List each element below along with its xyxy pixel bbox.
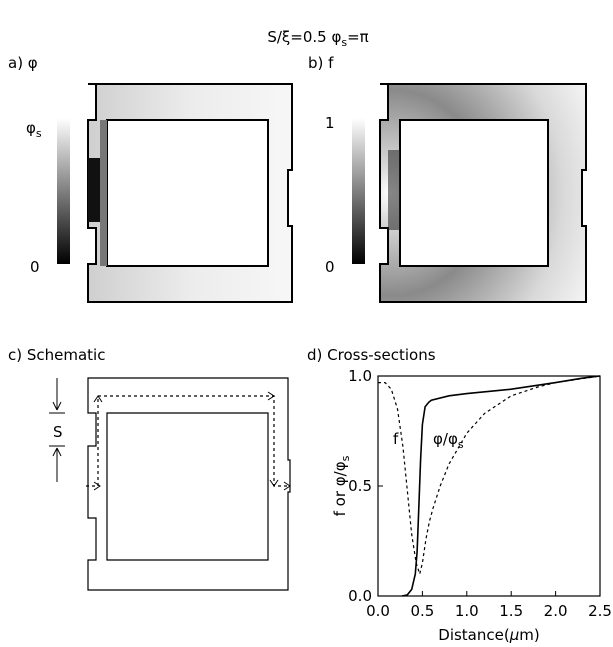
- axis-ticks: 0.0 0.5 1.0 1.5 2.0 2.5 0.0 0.5 1.0: [348, 367, 612, 620]
- plot-frame: [377, 375, 601, 597]
- panel-d-label: d) Cross-sections: [307, 346, 436, 364]
- panel-a-label: a) φ: [8, 54, 38, 72]
- series-f-line: [378, 375, 601, 577]
- x-tick-label: 1.0: [455, 602, 479, 620]
- x-axis-label: Distance(μm): [438, 626, 539, 644]
- x-tick-label: 1.5: [499, 602, 523, 620]
- panel-b: b) f 1 0: [308, 54, 587, 303]
- panel-b-colorbar: [352, 118, 365, 264]
- annotation-f: f: [393, 430, 399, 448]
- x-tick-label: 0.0: [366, 602, 390, 620]
- y-axis-label: f or φ/φs: [331, 455, 352, 516]
- series-layer: [378, 375, 601, 597]
- panel-b-colorbar-min: 0: [325, 258, 335, 276]
- panel-d: d) Cross-sections 0.0 0.5 1.0 1.5 2.0 2.50.00…: [307, 346, 612, 644]
- panel-a-colorbar-min: 0: [30, 258, 40, 276]
- panel-a-ring: [87, 83, 293, 303]
- panel-b-colorbar-max: 1: [325, 114, 335, 132]
- panel-c: c) Schematic S: [8, 346, 291, 591]
- y-tick-label: 0.0: [348, 587, 372, 605]
- annotation-phi: φ/φs: [433, 430, 464, 451]
- x-tick-label: 0.5: [410, 602, 434, 620]
- y-tick-label: 0.5: [348, 477, 372, 495]
- x-tick-label: 2.0: [544, 602, 568, 620]
- panel-c-label: c) Schematic: [8, 346, 105, 364]
- panel-b-ring: [379, 83, 587, 303]
- panel-a-colorbar: [57, 118, 70, 264]
- series-phi-line: [401, 375, 601, 597]
- panel-c-s-label: S: [53, 423, 63, 441]
- x-tick-label: 2.5: [588, 602, 612, 620]
- panel-a-colorbar-max: φs: [26, 119, 42, 140]
- y-tick-label: 1.0: [348, 367, 372, 385]
- panel-b-label: b) f: [308, 54, 334, 72]
- panel-c-ring: [87, 377, 291, 591]
- panel-a: a) φ φs 0: [8, 54, 293, 303]
- panel-c-path: [86, 395, 288, 487]
- figure-title: S/ξ=0.5 φs=π: [267, 28, 368, 49]
